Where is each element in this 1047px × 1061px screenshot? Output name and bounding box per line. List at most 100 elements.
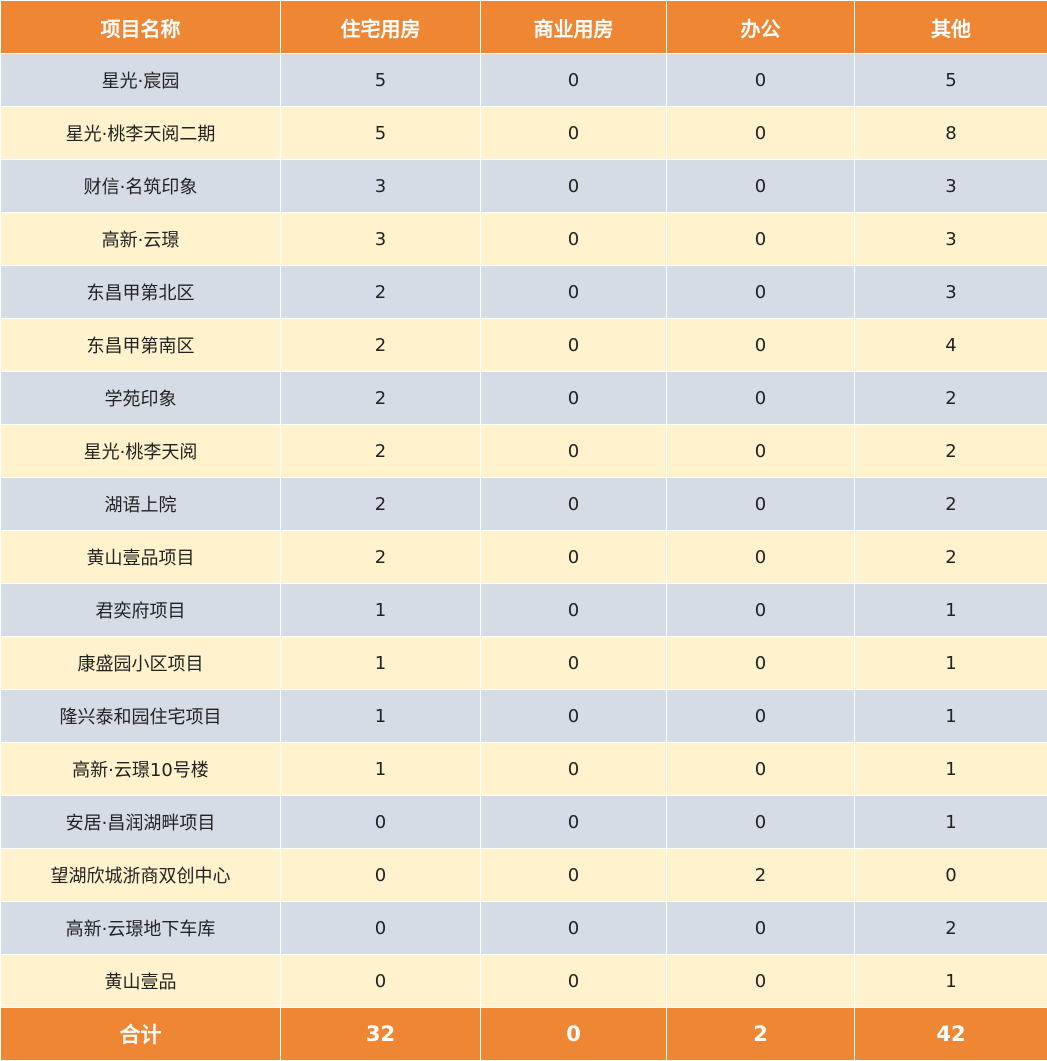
table-row: 安居·昌润湖畔项目 0 0 0 1 [0,795,1047,849]
cell-other: 2 [854,371,1047,425]
cell-residential: 3 [280,212,481,266]
cell-residential: 2 [280,477,481,531]
cell-commercial: 0 [480,53,667,107]
cell-office: 0 [666,424,855,478]
cell-project-name: 东昌甲第南区 [0,318,281,372]
cell-commercial: 0 [480,742,667,796]
cell-commercial: 0 [480,795,667,849]
table-row: 高新·云璟地下车库 0 0 0 2 [0,901,1047,955]
cell-residential: 0 [280,901,481,955]
cell-other: 1 [854,689,1047,743]
total-label: 合计 [0,1007,281,1061]
cell-other: 2 [854,901,1047,955]
cell-other: 1 [854,954,1047,1008]
table-row: 望湖欣城浙商双创中心 0 0 2 0 [0,848,1047,902]
cell-commercial: 0 [480,159,667,213]
table-row: 高新·云璟 3 0 0 3 [0,212,1047,266]
header-project-name: 项目名称 [0,0,281,54]
cell-residential: 3 [280,159,481,213]
cell-office: 0 [666,265,855,319]
cell-office: 0 [666,159,855,213]
table-row: 黄山壹品项目 2 0 0 2 [0,530,1047,584]
cell-project-name: 安居·昌润湖畔项目 [0,795,281,849]
cell-project-name: 君奕府项目 [0,583,281,637]
table-row: 东昌甲第南区 2 0 0 4 [0,318,1047,372]
table-row: 星光·宸园 5 0 0 5 [0,53,1047,107]
cell-project-name: 高新·云璟地下车库 [0,901,281,955]
cell-project-name: 高新·云璟 [0,212,281,266]
table-row: 湖语上院 2 0 0 2 [0,477,1047,531]
table-row: 财信·名筑印象 3 0 0 3 [0,159,1047,213]
table-row: 隆兴泰和园住宅项目 1 0 0 1 [0,689,1047,743]
cell-other: 8 [854,106,1047,160]
cell-office: 0 [666,795,855,849]
cell-commercial: 0 [480,689,667,743]
table-row: 星光·桃李天阅二期 5 0 0 8 [0,106,1047,160]
cell-other: 1 [854,742,1047,796]
cell-other: 3 [854,265,1047,319]
cell-commercial: 0 [480,265,667,319]
total-commercial: 0 [480,1007,667,1061]
cell-commercial: 0 [480,424,667,478]
cell-other: 1 [854,795,1047,849]
cell-residential: 2 [280,318,481,372]
cell-office: 0 [666,901,855,955]
cell-residential: 1 [280,689,481,743]
table-row: 黄山壹品 0 0 0 1 [0,954,1047,1008]
table-row: 星光·桃李天阅 2 0 0 2 [0,424,1047,478]
cell-commercial: 0 [480,954,667,1008]
cell-project-name: 黄山壹品 [0,954,281,1008]
table-header: 项目名称 住宅用房 商业用房 办公 其他 [0,0,1047,54]
total-row: 合计 32 0 2 42 [0,1007,1047,1061]
cell-residential: 2 [280,424,481,478]
cell-office: 0 [666,477,855,531]
cell-other: 2 [854,477,1047,531]
cell-project-name: 学苑印象 [0,371,281,425]
cell-commercial: 0 [480,106,667,160]
cell-residential: 0 [280,848,481,902]
cell-commercial: 0 [480,636,667,690]
cell-commercial: 0 [480,318,667,372]
table-row: 东昌甲第北区 2 0 0 3 [0,265,1047,319]
table-row: 学苑印象 2 0 0 2 [0,371,1047,425]
cell-commercial: 0 [480,901,667,955]
table-row: 君奕府项目 1 0 0 1 [0,583,1047,637]
header-commercial: 商业用房 [480,0,667,54]
total-other: 42 [854,1007,1047,1061]
cell-office: 0 [666,371,855,425]
cell-office: 0 [666,212,855,266]
cell-office: 0 [666,742,855,796]
cell-project-name: 财信·名筑印象 [0,159,281,213]
cell-other: 3 [854,212,1047,266]
cell-project-name: 星光·桃李天阅 [0,424,281,478]
cell-residential: 2 [280,530,481,584]
cell-commercial: 0 [480,530,667,584]
cell-project-name: 康盛园小区项目 [0,636,281,690]
header-residential: 住宅用房 [280,0,481,54]
cell-project-name: 望湖欣城浙商双创中心 [0,848,281,902]
cell-project-name: 东昌甲第北区 [0,265,281,319]
cell-residential: 2 [280,371,481,425]
cell-other: 0 [854,848,1047,902]
cell-office: 2 [666,848,855,902]
total-residential: 32 [280,1007,481,1061]
cell-office: 0 [666,106,855,160]
cell-other: 1 [854,583,1047,637]
cell-other: 2 [854,424,1047,478]
cell-other: 2 [854,530,1047,584]
cell-residential: 5 [280,106,481,160]
cell-other: 5 [854,53,1047,107]
cell-office: 0 [666,318,855,372]
cell-office: 0 [666,954,855,1008]
header-row: 项目名称 住宅用房 商业用房 办公 其他 [0,0,1047,54]
cell-residential: 1 [280,636,481,690]
cell-commercial: 0 [480,848,667,902]
cell-residential: 5 [280,53,481,107]
cell-other: 3 [854,159,1047,213]
header-office: 办公 [666,0,855,54]
cell-project-name: 隆兴泰和园住宅项目 [0,689,281,743]
cell-project-name: 星光·桃李天阅二期 [0,106,281,160]
cell-office: 0 [666,636,855,690]
cell-residential: 1 [280,583,481,637]
